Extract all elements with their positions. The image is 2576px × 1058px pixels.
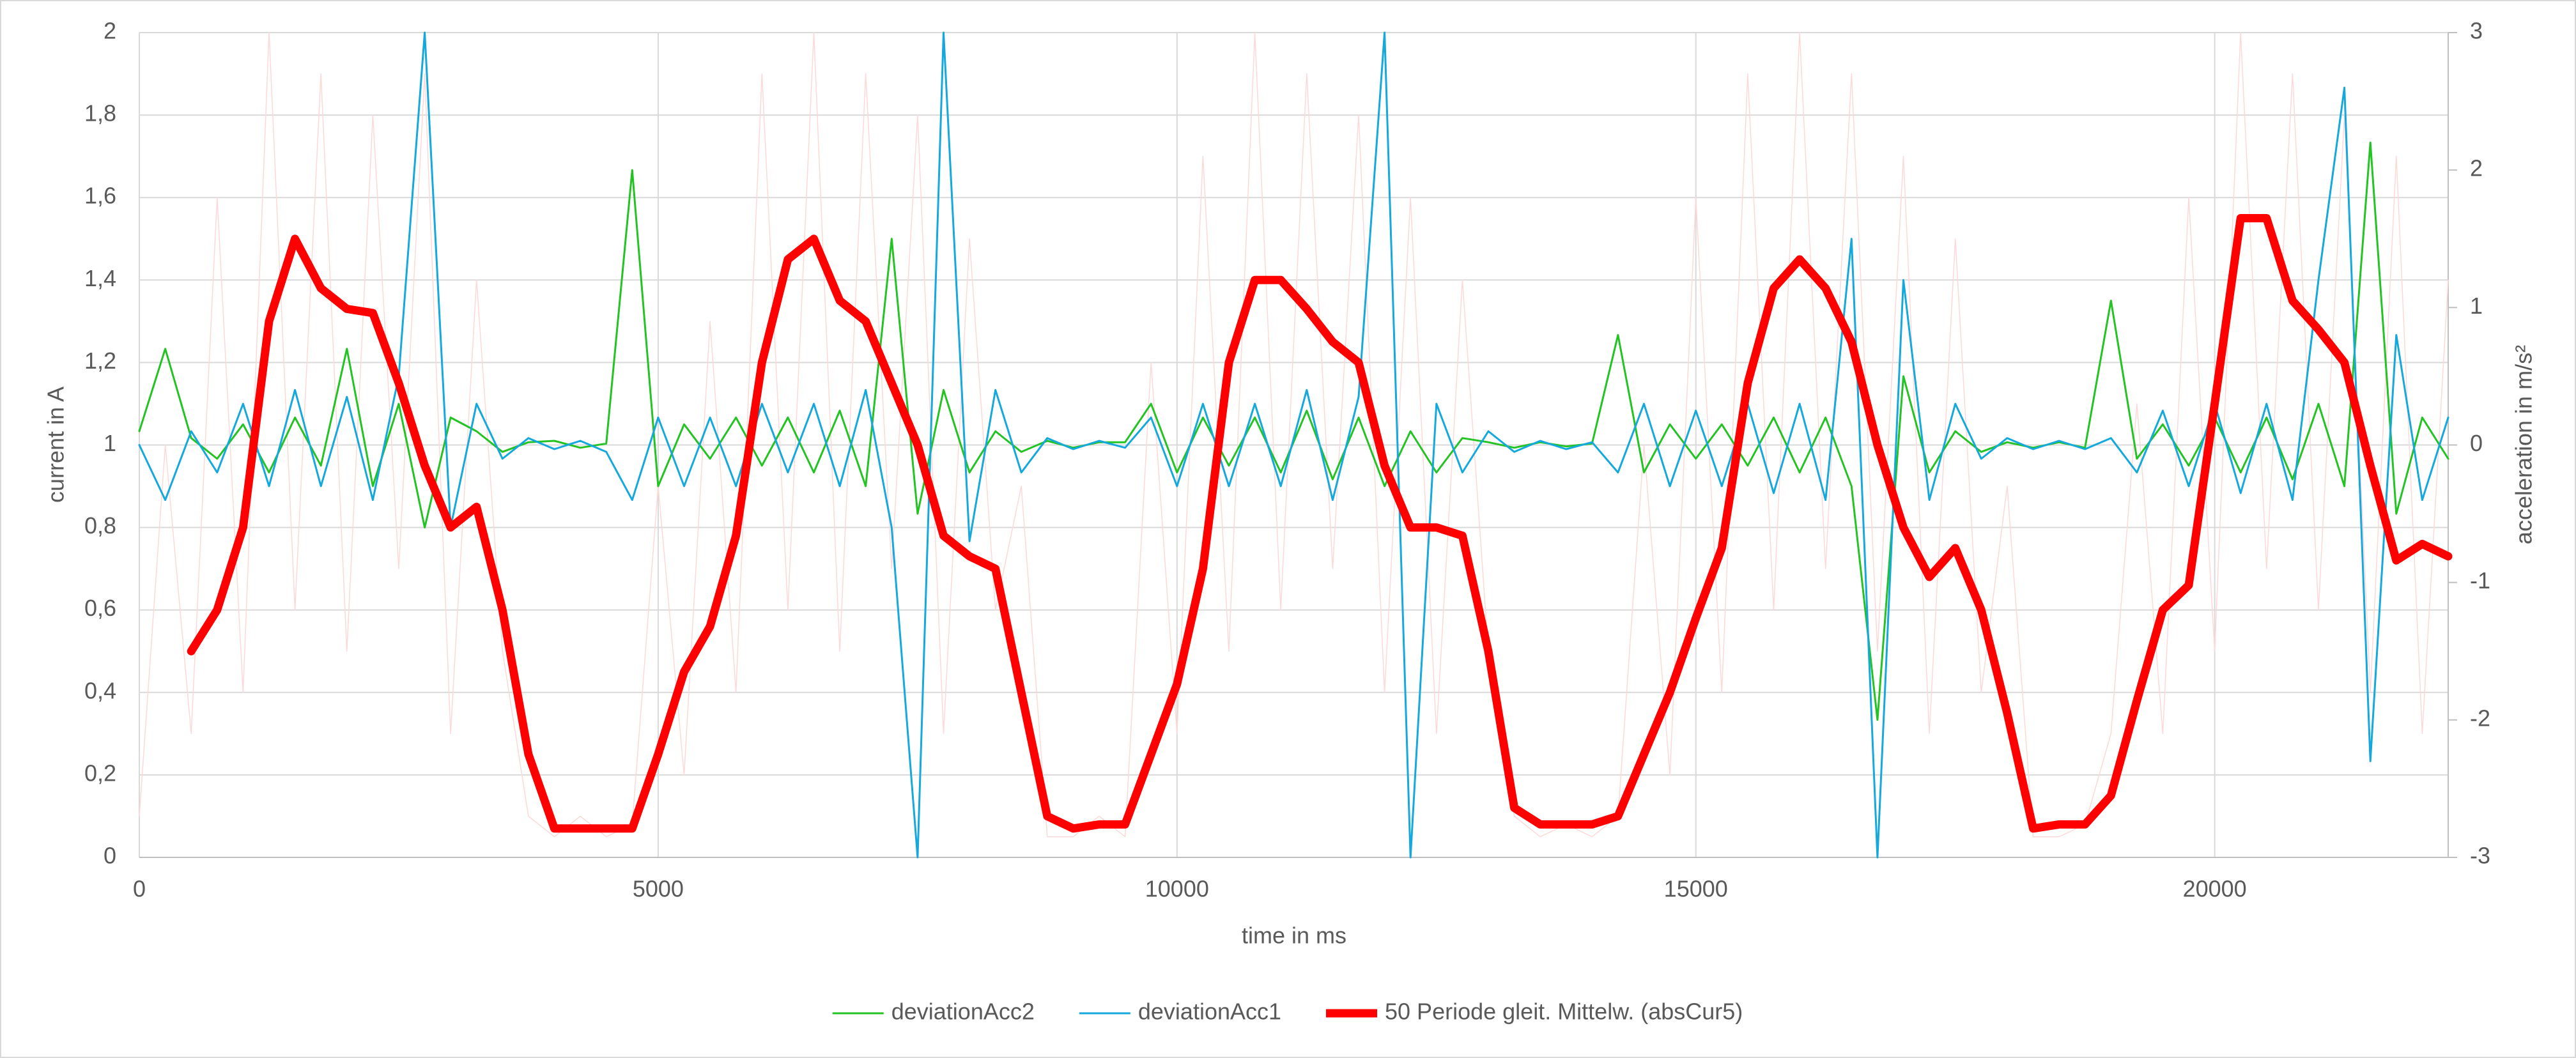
y2-tick-label: -2 [2470,705,2490,731]
series-line [139,32,2449,838]
y-tick-label: 0 [104,843,116,869]
y-tick-label: 1,2 [84,348,116,374]
x-axis-label: time in ms [1242,923,1346,949]
y-tick-label: 1,8 [84,100,116,126]
y-axis-label: current in A [43,387,69,503]
x-tick-label: 0 [133,876,146,902]
legend-label: 50 Periode gleit. Mittelw. (absCur5) [1385,999,1743,1025]
y-tick-label: 1 [104,430,116,456]
series-line [187,214,2453,833]
y-tick-label: 0,4 [84,677,116,703]
y2-axis-label: acceleration in m/s² [2511,345,2537,544]
x-tick-label: 5000 [633,876,684,902]
legend-label: deviationAcc2 [891,999,1035,1025]
y2-tick-label: 1 [2470,293,2483,319]
y-tick-label: 0,8 [84,512,116,539]
x-tick-label: 20000 [2183,876,2247,902]
y-tick-label: 0,2 [84,760,116,786]
y-tick-label: 0,6 [84,595,116,621]
y2-tick-label: 2 [2470,155,2483,181]
y2-tick-label: -1 [2470,567,2490,594]
y-tick-label: 1,4 [84,265,116,291]
y-tick-label: 2 [104,18,116,44]
x-tick-label: 10000 [1145,876,1209,902]
y2-tick-label: -3 [2470,843,2490,869]
series-line [138,31,2449,859]
y-tick-label: 1,6 [84,183,116,209]
y2-tick-label: 3 [2470,18,2483,44]
x-tick-label: 15000 [1664,876,1728,902]
legend-label: deviationAcc1 [1138,999,1281,1025]
y2-tick-label: 0 [2470,430,2483,456]
legend: deviationAcc2 deviationAcc1 50 Periode gle… [832,999,1743,1025]
